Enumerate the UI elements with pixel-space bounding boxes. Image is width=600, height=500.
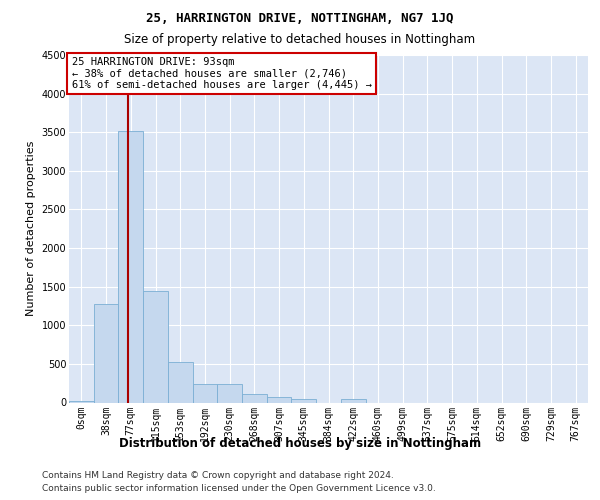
- Bar: [69, 401, 94, 402]
- Y-axis label: Number of detached properties: Number of detached properties: [26, 141, 36, 316]
- Bar: [143, 290, 168, 403]
- Bar: [94, 304, 118, 402]
- Bar: [193, 384, 217, 402]
- Bar: [168, 362, 193, 403]
- Bar: [217, 384, 242, 402]
- Text: 25 HARRINGTON DRIVE: 93sqm
← 38% of detached houses are smaller (2,746)
61% of s: 25 HARRINGTON DRIVE: 93sqm ← 38% of deta…: [71, 56, 371, 90]
- Text: Contains public sector information licensed under the Open Government Licence v3: Contains public sector information licen…: [42, 484, 436, 493]
- Bar: [267, 397, 292, 402]
- Text: Distribution of detached houses by size in Nottingham: Distribution of detached houses by size …: [119, 438, 481, 450]
- Bar: [118, 132, 143, 402]
- Bar: [242, 394, 267, 402]
- Text: Contains HM Land Registry data © Crown copyright and database right 2024.: Contains HM Land Registry data © Crown c…: [42, 471, 394, 480]
- Bar: [292, 398, 316, 402]
- Bar: [341, 400, 365, 402]
- Text: Size of property relative to detached houses in Nottingham: Size of property relative to detached ho…: [124, 32, 476, 46]
- Text: 25, HARRINGTON DRIVE, NOTTINGHAM, NG7 1JQ: 25, HARRINGTON DRIVE, NOTTINGHAM, NG7 1J…: [146, 12, 454, 26]
